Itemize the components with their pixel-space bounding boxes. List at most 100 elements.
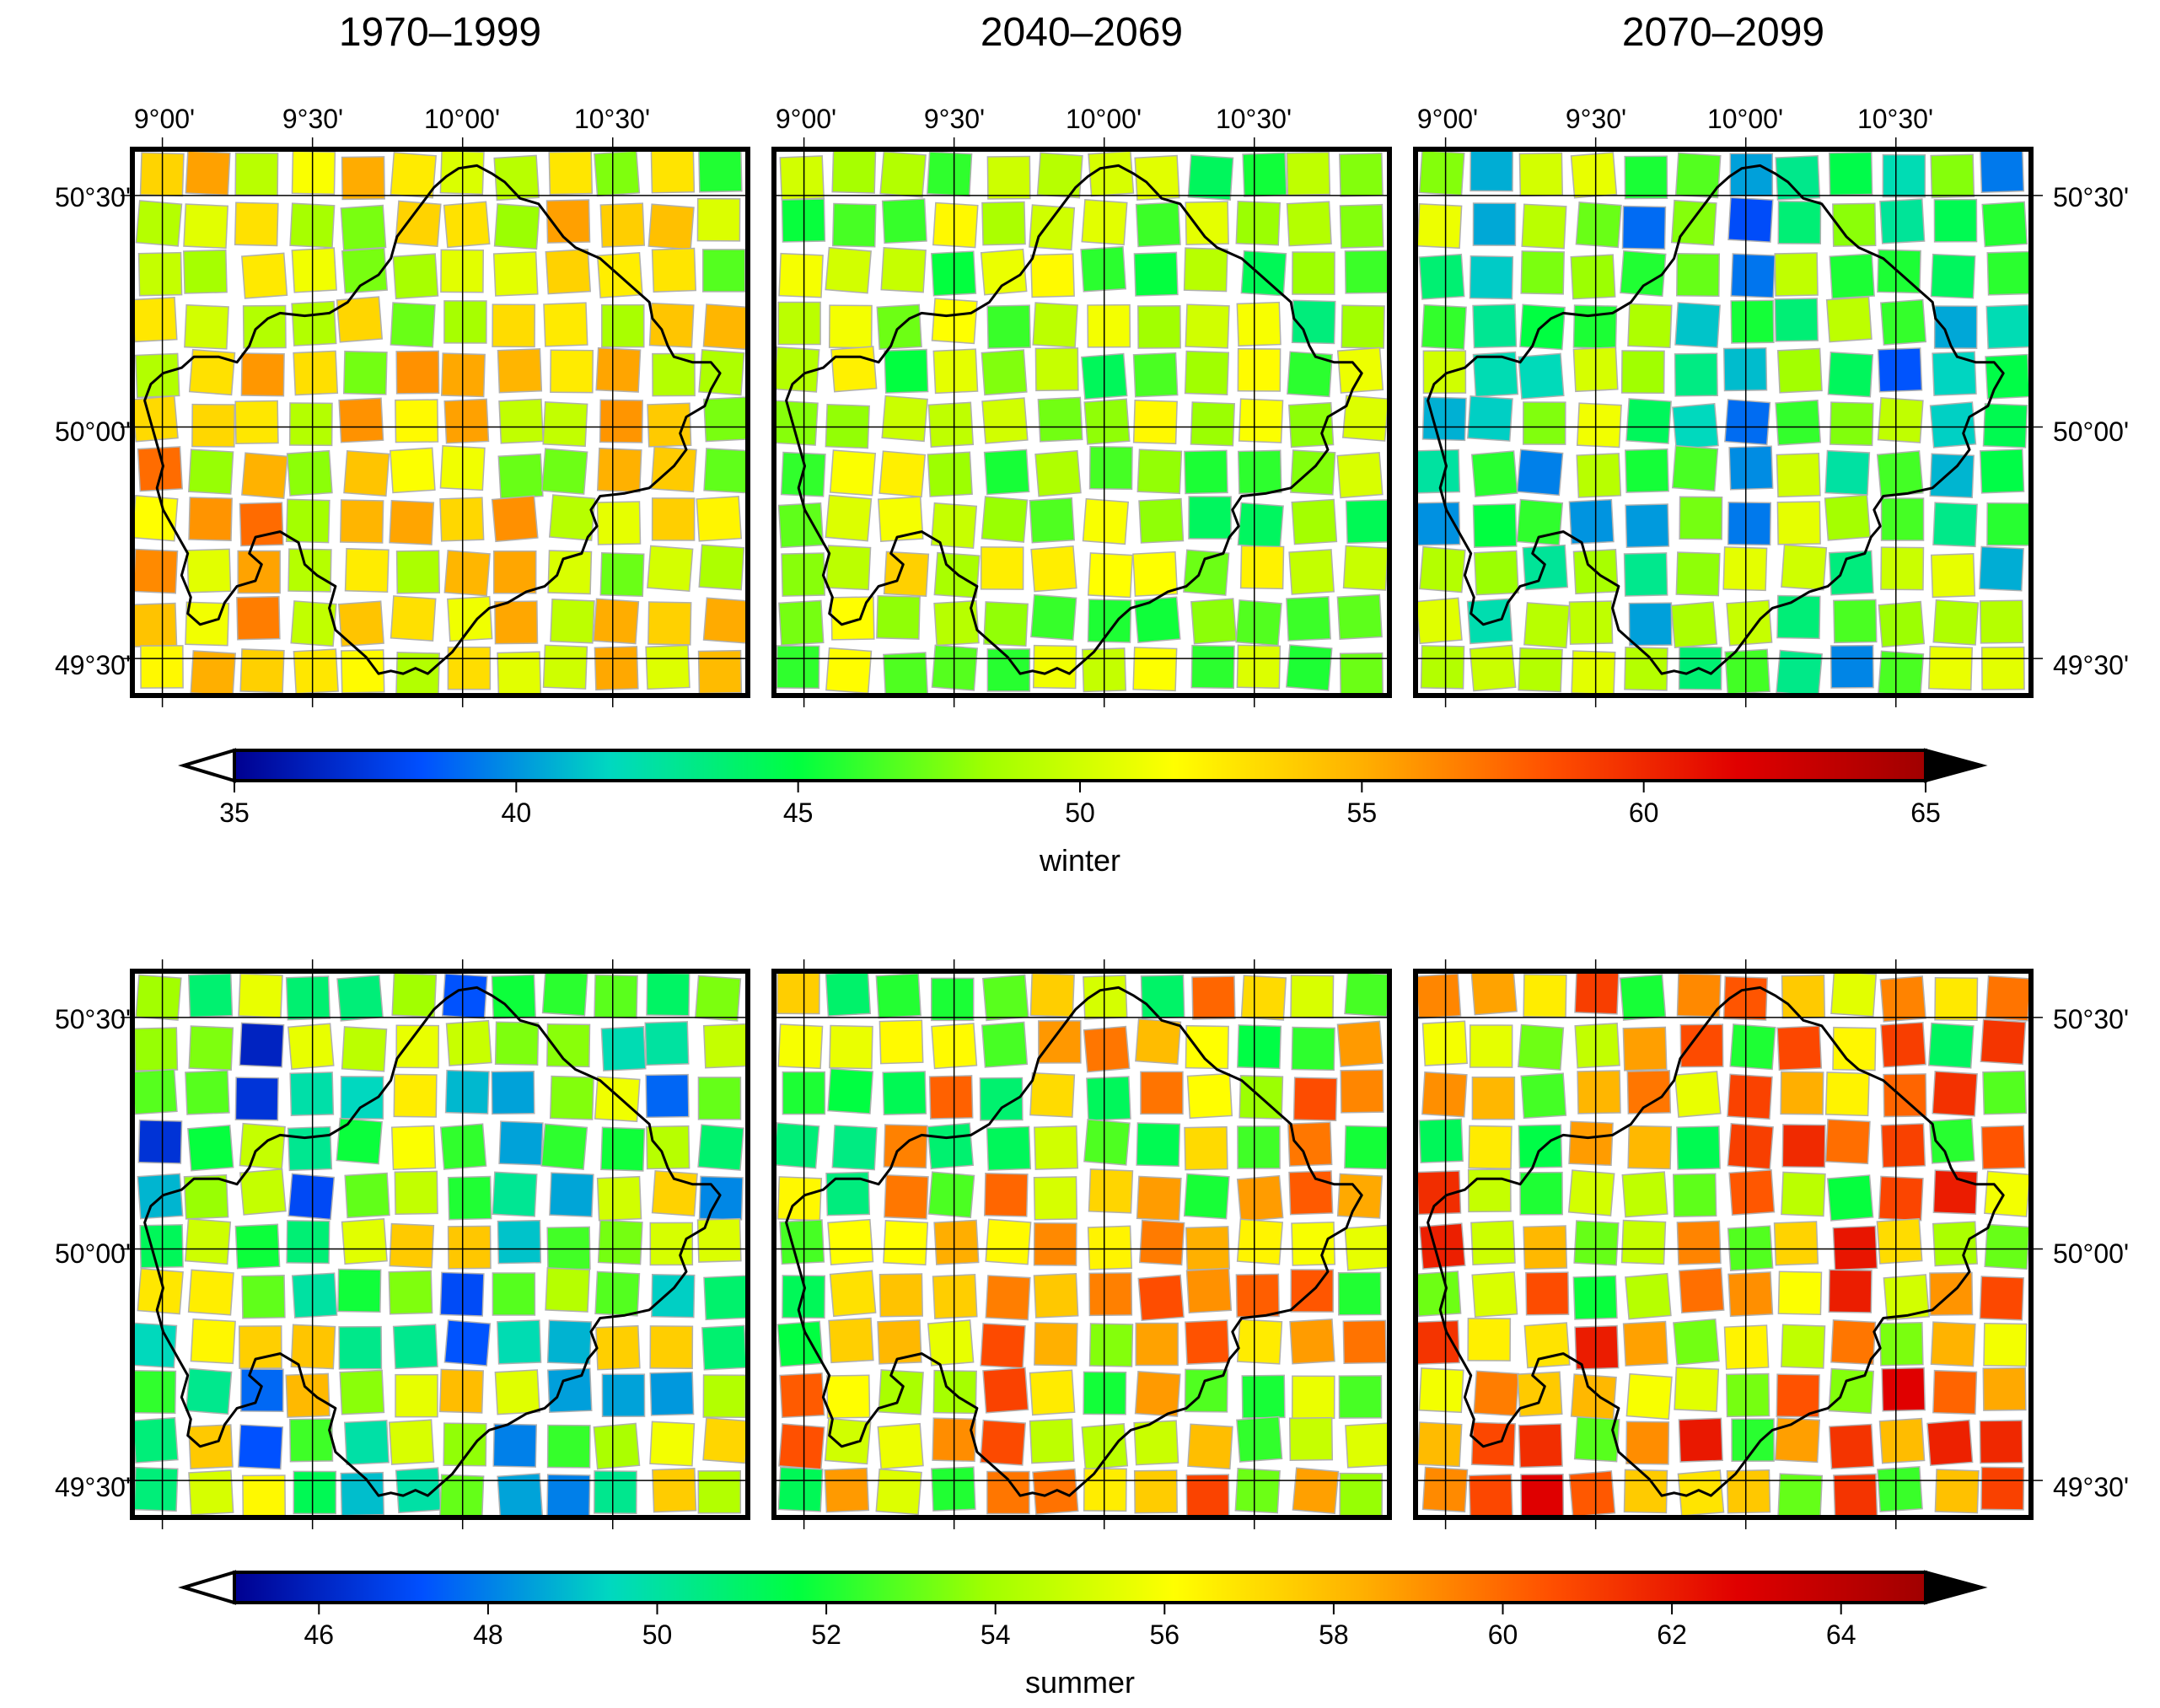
station-cell (1341, 304, 1385, 349)
station-cell (1471, 1271, 1518, 1319)
station-cell (1980, 646, 2025, 690)
station-cell (134, 352, 180, 399)
station-cell (135, 974, 182, 1021)
station-cell (1828, 1269, 1873, 1313)
station-cell (1344, 1224, 1389, 1271)
station-cell (594, 150, 641, 197)
station-cell (1292, 251, 1335, 295)
lat-label: 50°30' (2053, 1004, 2129, 1034)
station-cell (1930, 153, 1975, 199)
station-cell (1292, 1467, 1340, 1515)
station-cell (1340, 1069, 1384, 1114)
station-cell (1829, 401, 1874, 447)
station-cell (291, 300, 337, 346)
station-cell (443, 398, 490, 444)
colorbar-ticks: 35 40 45 50 55 60 65 (219, 781, 1941, 828)
station-cell (287, 1173, 336, 1221)
column-title-2: 2040–2069 (981, 10, 1183, 55)
station-cell (1781, 544, 1828, 591)
station-cell (702, 1417, 748, 1464)
station-cell (1679, 496, 1723, 540)
station-cell (1776, 501, 1821, 545)
station-cell (1623, 552, 1668, 597)
station-cell (1291, 299, 1336, 345)
station-cell (186, 548, 232, 594)
station-cell (1187, 154, 1234, 201)
station-cell (1338, 1375, 1383, 1419)
station-cell (597, 1219, 643, 1265)
station-cell (1467, 395, 1513, 442)
station-cell (1625, 503, 1670, 549)
station-cell (1982, 1070, 2028, 1115)
station-cell (542, 401, 588, 448)
station-cell (183, 203, 229, 250)
station-cell (649, 1371, 695, 1416)
station-cell (1088, 446, 1133, 491)
station-cell (185, 1218, 232, 1265)
station-cell (931, 1466, 976, 1512)
station-cell (1473, 1370, 1520, 1417)
station-cell (698, 149, 743, 193)
station-cell (447, 595, 493, 642)
station-cell (882, 1071, 927, 1115)
station-cell (1934, 1469, 1980, 1514)
station-cell (981, 1021, 1029, 1068)
station-cell (776, 1320, 824, 1367)
station-cell (1877, 347, 1923, 393)
station-cell (1523, 974, 1567, 1018)
station-cell (980, 546, 1024, 590)
station-cell (1979, 448, 2025, 494)
station-cell (1472, 303, 1518, 349)
station-cell (1523, 1322, 1571, 1369)
station-cell (546, 1319, 593, 1365)
station-cell (287, 1125, 333, 1172)
station-cell (185, 1367, 233, 1415)
station-cell (879, 1273, 924, 1318)
lat-label: 50°00' (2053, 416, 2129, 447)
station-cell (395, 1373, 438, 1418)
colorbar-label: winter (1039, 843, 1120, 878)
station-cell (1237, 502, 1284, 549)
station-cell (1241, 1374, 1286, 1419)
lat-label: 49°30' (55, 650, 131, 680)
station-cell (447, 1225, 492, 1270)
station-cell (825, 246, 873, 294)
station-cell (184, 303, 229, 350)
station-cell (1236, 1174, 1284, 1222)
station-cell (285, 498, 330, 544)
station-cell (644, 1021, 690, 1066)
station-cell (1621, 1171, 1668, 1218)
station-cell (702, 1023, 748, 1069)
station-cell (1878, 650, 1925, 696)
station-cell (1034, 1125, 1079, 1170)
station-cell (239, 1022, 285, 1068)
station-cell (879, 1019, 924, 1065)
station-cell (241, 252, 288, 299)
station-cell (1627, 303, 1673, 348)
station-cell (1235, 1273, 1280, 1318)
station-cell (341, 1026, 388, 1072)
station-cell (982, 974, 1029, 1022)
station-cell (1525, 1271, 1570, 1316)
station-cell (1029, 1369, 1076, 1416)
station-cell (443, 550, 491, 597)
station-cell (983, 448, 1030, 496)
station-cell (647, 203, 695, 250)
station-cell (1033, 1222, 1077, 1266)
station-cell (1339, 652, 1384, 696)
station-cell (1620, 1219, 1667, 1265)
station-cell (1676, 973, 1722, 1018)
graticule (121, 137, 748, 707)
lat-label: 50°30' (2053, 182, 2129, 212)
station-cell (829, 1270, 877, 1318)
station-cell (132, 296, 178, 343)
station-cell (293, 350, 339, 396)
station-cell (1185, 303, 1230, 349)
station-cell (651, 497, 696, 541)
station-cell (439, 1123, 487, 1170)
station-cell (548, 150, 594, 196)
station-cell (1288, 1170, 1334, 1216)
station-cell (1235, 200, 1281, 246)
station-cell (340, 1076, 384, 1120)
station-cell (1622, 1320, 1668, 1367)
